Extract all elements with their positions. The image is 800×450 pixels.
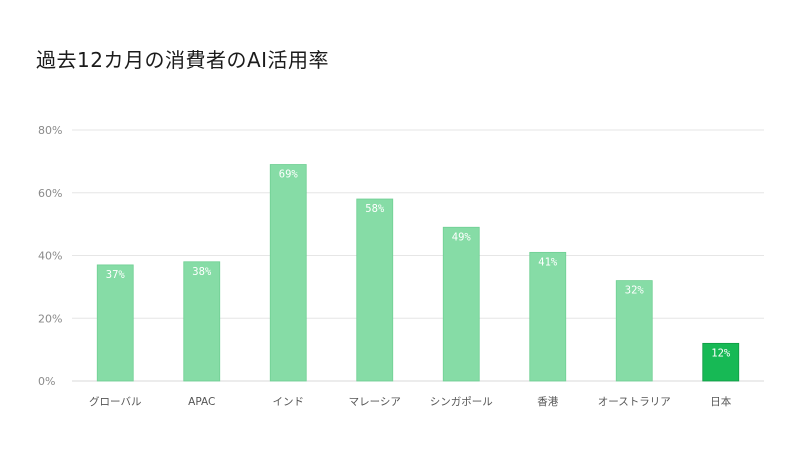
bar	[183, 261, 221, 382]
bar	[529, 251, 567, 382]
bar	[269, 164, 307, 382]
y-tick-label: 20%	[38, 312, 62, 325]
bar	[442, 226, 480, 382]
y-tick-label: 80%	[38, 124, 62, 137]
category-label: 香港	[537, 396, 558, 408]
data-label: 38%	[192, 266, 212, 278]
y-tick-label: 0%	[38, 375, 55, 388]
category-label: オーストラリア	[598, 396, 671, 408]
y-axis-ticks: 0% 20% 40% 60% 80%	[38, 124, 62, 388]
bar	[356, 198, 394, 382]
data-label-layer: 37% 38% 69% 58% 49% 41% 32% 12%	[106, 169, 731, 360]
bar	[615, 280, 653, 382]
category-label: シンガポール	[430, 396, 493, 408]
y-tick-label: 40%	[38, 250, 62, 263]
bar	[702, 342, 740, 382]
chart-title: 過去12カ月の消費者のAI活用率	[36, 48, 330, 72]
data-label: 41%	[538, 256, 558, 268]
category-label: インド	[273, 396, 305, 408]
data-label: 69%	[279, 169, 299, 181]
category-label: グローバル	[89, 395, 141, 408]
category-label: APAC	[188, 396, 215, 408]
data-label: 49%	[452, 231, 472, 243]
data-label: 12%	[711, 347, 731, 359]
y-tick-label: 60%	[38, 187, 62, 200]
data-label: 32%	[625, 285, 645, 297]
bar	[96, 264, 134, 382]
data-label: 37%	[106, 269, 126, 281]
bar-layer	[96, 164, 740, 382]
data-label: 58%	[365, 203, 385, 215]
grid-layer	[72, 129, 764, 382]
category-label: 日本	[710, 395, 731, 408]
x-axis-categories: グローバル APAC インド マレーシア シンガポール 香港 オーストラリア 日本	[89, 395, 732, 408]
category-label: マレーシア	[349, 396, 401, 408]
